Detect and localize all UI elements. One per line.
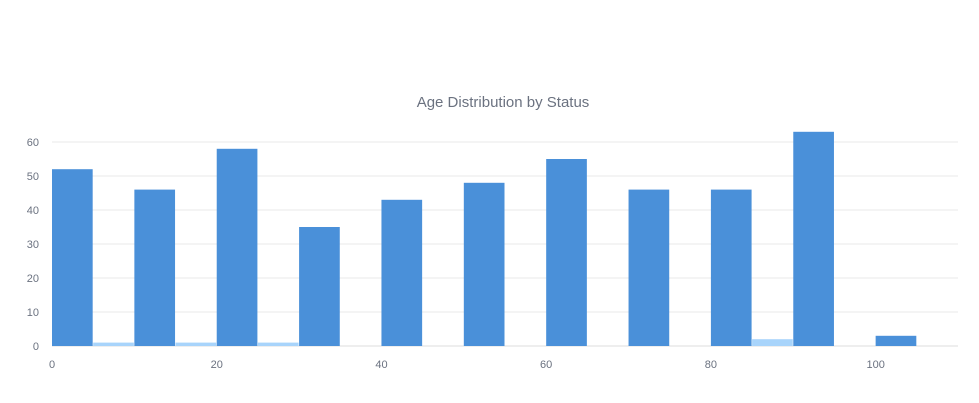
bar-series-1[interactable] <box>710 189 752 346</box>
bar-series-1[interactable] <box>875 335 917 346</box>
bar-series-1[interactable] <box>463 182 505 346</box>
bar-series-1[interactable] <box>381 199 423 346</box>
y-tick-label: 40 <box>27 205 39 217</box>
bar-series-1[interactable] <box>216 148 258 346</box>
bar-series-1[interactable] <box>793 131 834 346</box>
x-tick-label: 40 <box>375 359 387 371</box>
y-axis-ticks: 0 10 20 30 40 50 60 <box>27 137 39 353</box>
y-tick-label: 20 <box>27 273 39 285</box>
x-tick-label: 100 <box>866 359 884 371</box>
y-tick-label: 60 <box>27 137 39 149</box>
bar-series-2[interactable] <box>752 339 793 346</box>
bar-series-1[interactable] <box>134 189 176 346</box>
bar-series-2[interactable] <box>93 342 134 346</box>
bar-series-1[interactable] <box>299 227 340 346</box>
x-axis-ticks: 0 20 40 60 80 100 <box>49 359 885 371</box>
x-tick-label: 0 <box>49 359 55 371</box>
grid-lines <box>52 141 958 347</box>
bar-series-2[interactable] <box>257 342 299 346</box>
bar-series-2[interactable] <box>175 342 217 346</box>
x-tick-label: 80 <box>705 359 717 371</box>
bar-series-1[interactable] <box>52 169 93 346</box>
y-tick-label: 0 <box>33 341 39 353</box>
chart-title: Age Distribution by Status <box>417 94 590 111</box>
y-tick-label: 30 <box>27 239 39 251</box>
x-tick-label: 20 <box>211 359 223 371</box>
y-tick-label: 50 <box>27 171 39 183</box>
bar-series-1[interactable] <box>628 189 670 346</box>
y-tick-label: 10 <box>27 307 39 319</box>
bars <box>52 131 917 346</box>
bar-series-1[interactable] <box>546 159 587 346</box>
x-tick-label: 60 <box>540 359 552 371</box>
